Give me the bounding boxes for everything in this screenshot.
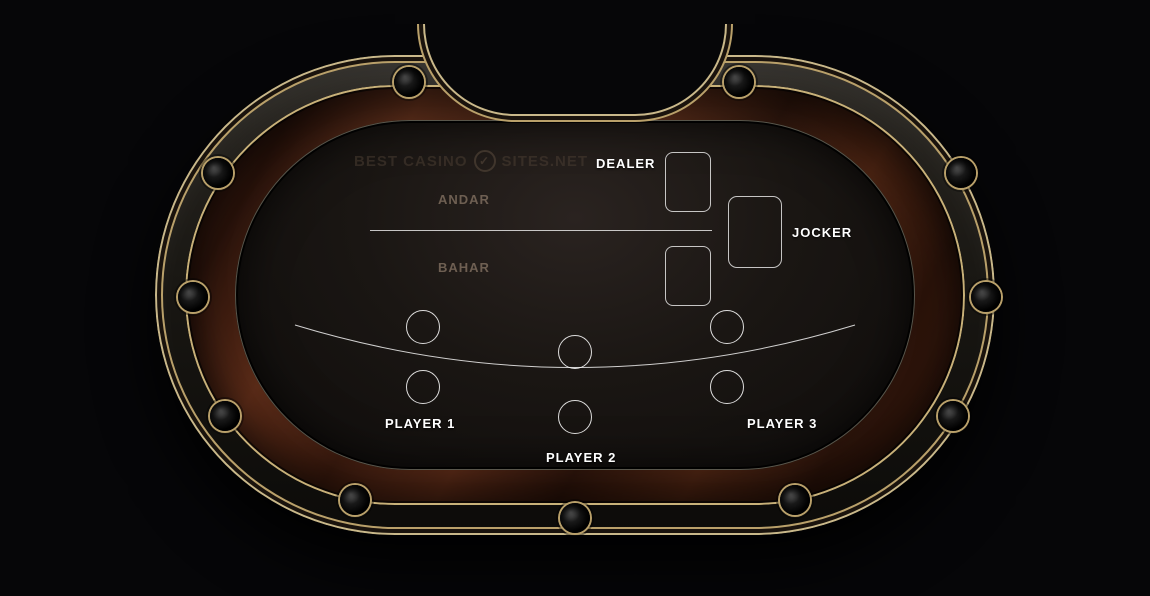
cup-holder-2: [203, 158, 233, 188]
label-bahar: BAHAR: [438, 260, 490, 275]
label-andar: ANDAR: [438, 192, 490, 207]
bet-spot-lower-1[interactable]: [558, 400, 592, 434]
label-player1: PLAYER 1: [385, 416, 455, 431]
label-player3: PLAYER 3: [747, 416, 817, 431]
watermark-logo: BEST CASINO ✓ SITES.NET: [354, 150, 588, 172]
bet-spot-lower-2[interactable]: [710, 370, 744, 404]
watermark-left: BEST CASINO: [354, 153, 468, 170]
cup-holder-1: [724, 67, 754, 97]
cup-holder-6: [210, 401, 240, 431]
cup-holder-7: [938, 401, 968, 431]
watermark-right: SITES.NET: [502, 153, 589, 170]
bet-spot-upper-2[interactable]: [710, 310, 744, 344]
andar-bahar-divider: [370, 230, 712, 231]
bet-spot-upper-1[interactable]: [558, 335, 592, 369]
bet-spot-upper-0[interactable]: [406, 310, 440, 344]
label-jocker: JOCKER: [792, 225, 852, 240]
cup-holder-10: [780, 485, 810, 515]
label-player2: PLAYER 2: [546, 450, 616, 465]
dealer-notch: [425, 24, 725, 114]
cup-holder-4: [178, 282, 208, 312]
card-slot-bahar[interactable]: [665, 246, 711, 306]
bet-spot-lower-0[interactable]: [406, 370, 440, 404]
label-dealer: DEALER: [596, 156, 655, 171]
cup-holder-9: [560, 503, 590, 533]
cup-holder-3: [946, 158, 976, 188]
cup-holder-0: [394, 67, 424, 97]
cup-holder-8: [340, 485, 370, 515]
cup-holder-5: [971, 282, 1001, 312]
card-slot-andar[interactable]: [665, 152, 711, 212]
watermark-check-icon: ✓: [474, 150, 496, 172]
card-slot-jocker[interactable]: [728, 196, 782, 268]
game-canvas: BEST CASINO ✓ SITES.NET DEALER ANDAR BAH…: [0, 0, 1150, 596]
